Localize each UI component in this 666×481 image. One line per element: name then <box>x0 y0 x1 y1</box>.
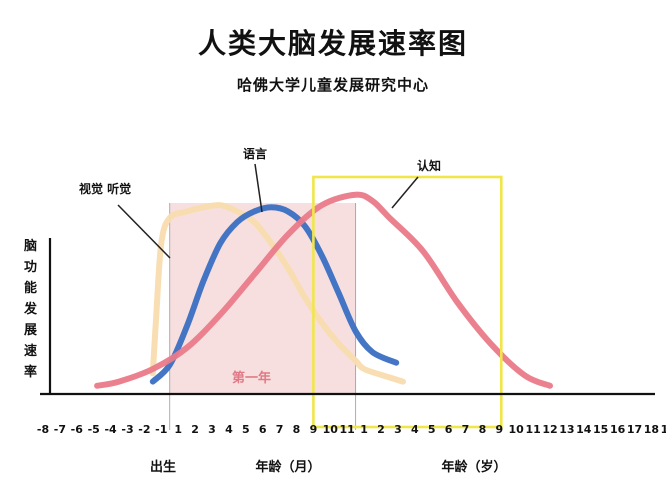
x-tick-label: 5 <box>242 423 250 436</box>
x-tick-label: 6 <box>259 423 267 436</box>
x-tick-label: 9 <box>495 423 503 436</box>
vision-hearing-curve <box>149 202 406 385</box>
cognition-curve <box>94 191 553 389</box>
x-tick-label: -8 <box>37 423 49 436</box>
cognition-annotation-leader <box>391 176 419 209</box>
page-subtitle: 哈佛大学儿童发展研究中心 <box>236 76 429 94</box>
highlight-box <box>312 175 503 429</box>
x-tick-label: 18 <box>644 423 659 436</box>
x-tick-label: -7 <box>54 423 66 436</box>
cognition-annotation: 认知 <box>417 158 441 173</box>
x-tick-label: 4 <box>225 423 233 436</box>
x-tick-label: -2 <box>138 423 150 436</box>
x-tick-label: 1 <box>360 423 368 436</box>
birth-label: 出生 <box>150 459 176 475</box>
x-tick-label: 3 <box>394 423 402 436</box>
page-title: 人类大脑发展速率图 <box>197 27 468 60</box>
x-tick-label: 9 <box>310 423 318 436</box>
x-tick-label: 7 <box>276 423 284 436</box>
x-tick-label: 1 <box>174 423 182 436</box>
y-axis-label-char: 能 <box>24 280 37 296</box>
x-tick-label: 11 <box>525 423 540 436</box>
y-axis-label-char: 率 <box>24 364 37 380</box>
x-tick-label: 19 <box>661 423 666 436</box>
age-months-label: 年龄（月） <box>255 459 320 475</box>
x-tick-label: 6 <box>445 423 453 436</box>
x-tick-label: 3 <box>208 423 216 436</box>
x-tick-label: 7 <box>462 423 470 436</box>
age-years-label: 年龄（岁） <box>441 459 506 475</box>
y-axis-label-char: 展 <box>24 323 38 338</box>
x-tick-label: 8 <box>479 423 487 436</box>
x-tick-label: 2 <box>377 423 385 436</box>
x-tick-label: -6 <box>71 423 84 436</box>
vision-hearing-annotation-leader <box>117 204 171 259</box>
x-tick-label: 4 <box>411 423 419 436</box>
x-tick-label: 12 <box>542 423 557 436</box>
x-tick-label: 10 <box>509 423 525 436</box>
x-tick-label: 5 <box>428 423 436 436</box>
x-tick-label: 17 <box>627 423 642 436</box>
y-axis-label-char: 脑 <box>24 238 37 254</box>
x-tick-label: -5 <box>88 423 100 436</box>
x-tick-label: 16 <box>610 423 626 436</box>
language-annotation: 语言 <box>243 146 267 161</box>
x-tick-label: -1 <box>155 423 167 436</box>
x-tick-label: 8 <box>293 423 301 436</box>
language-annotation-leader <box>254 163 263 213</box>
x-tick-label: 14 <box>576 423 592 436</box>
x-tick-label: 15 <box>593 423 608 436</box>
x-tick-label: -4 <box>104 423 117 436</box>
y-axis-label-char: 发 <box>23 301 38 317</box>
y-axis-label-char: 速 <box>24 343 37 359</box>
y-axis-label-char: 功 <box>24 260 37 275</box>
x-tick-label: 10 <box>323 423 339 436</box>
first-year-label: 第一年 <box>232 370 271 386</box>
x-tick-label: -3 <box>121 423 133 436</box>
x-tick-label: 13 <box>559 423 574 436</box>
language-curve <box>149 204 400 385</box>
x-tick-label: 11 <box>340 423 355 436</box>
x-tick-label: 2 <box>191 423 199 436</box>
vision-hearing-annotation: 视觉 听觉 <box>79 181 131 196</box>
